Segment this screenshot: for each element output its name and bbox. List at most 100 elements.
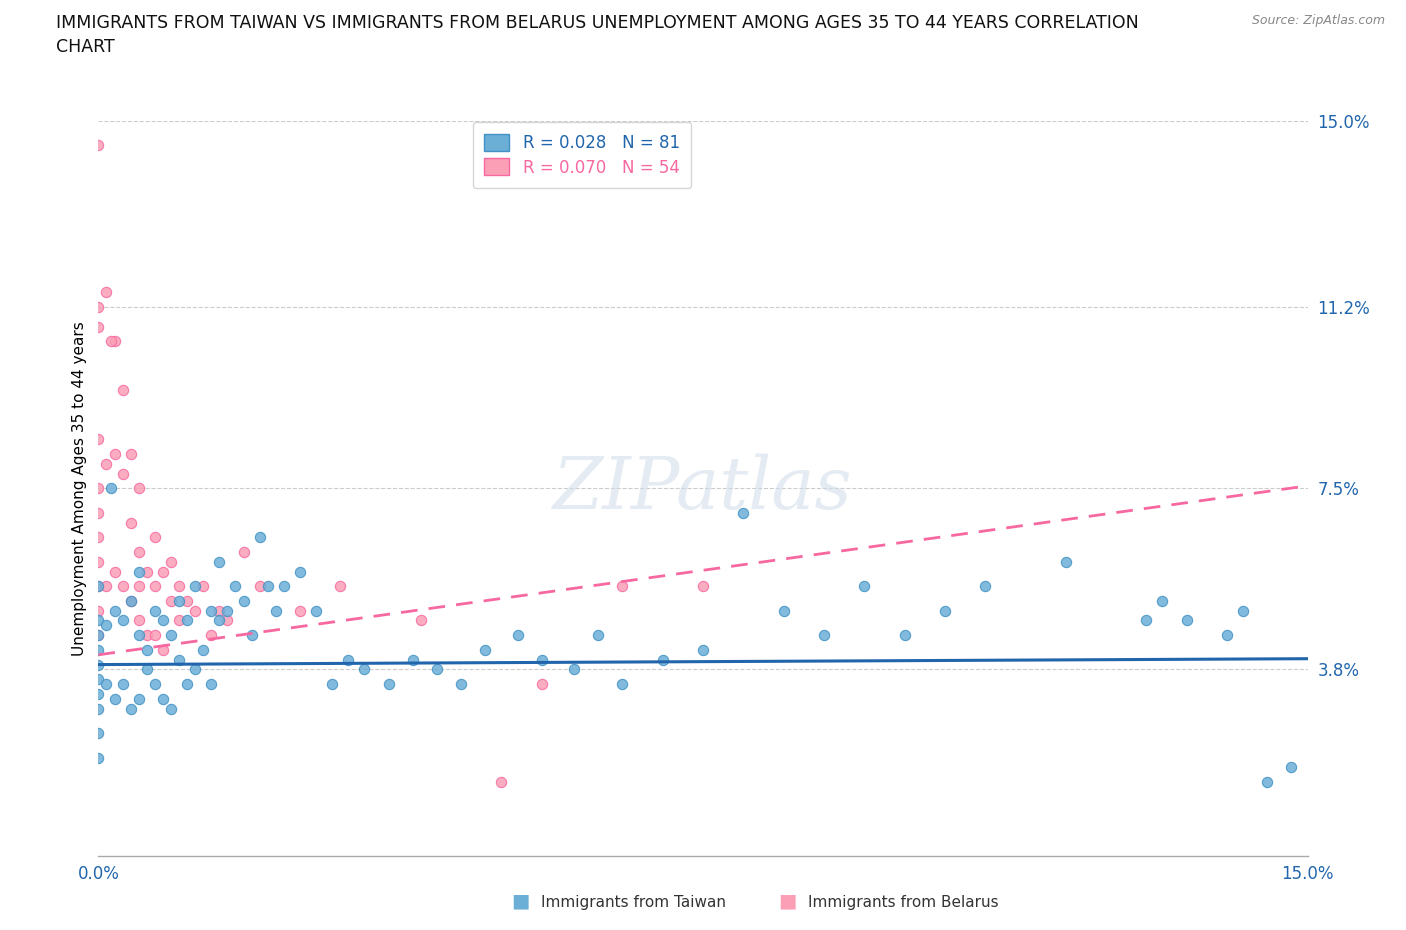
Point — [208, 613, 231, 628]
Point — [87, 628, 110, 643]
Text: IMMIGRANTS FROM TAIWAN VS IMMIGRANTS FROM BELARUS UNEMPLOYMENT AMONG AGES 35 TO : IMMIGRANTS FROM TAIWAN VS IMMIGRANTS FRO… — [56, 14, 1139, 56]
Point — [128, 544, 150, 559]
Point — [402, 652, 425, 667]
Point — [100, 334, 122, 349]
Point — [208, 554, 231, 569]
Point — [143, 578, 166, 593]
Point — [651, 652, 673, 667]
Point — [152, 613, 174, 628]
Point — [240, 628, 263, 643]
Point — [160, 701, 183, 716]
Point — [377, 677, 399, 692]
Point — [96, 677, 118, 692]
Point — [1135, 613, 1157, 628]
Point — [87, 138, 110, 153]
Point — [562, 662, 585, 677]
Point — [853, 578, 876, 593]
Point — [96, 457, 118, 472]
Point — [96, 285, 118, 299]
Point — [103, 604, 125, 618]
Point — [934, 604, 956, 618]
Point — [103, 334, 125, 349]
Point — [193, 578, 215, 593]
Point — [167, 652, 190, 667]
Point — [264, 604, 287, 618]
Point — [87, 751, 110, 765]
Point — [111, 613, 134, 628]
Point — [288, 565, 311, 579]
Point — [96, 618, 118, 632]
Point — [217, 604, 239, 618]
Point — [143, 628, 166, 643]
Point — [217, 613, 239, 628]
Point — [128, 565, 150, 579]
Point — [1281, 760, 1303, 775]
Point — [120, 446, 142, 461]
Point — [87, 432, 110, 446]
Point — [321, 677, 343, 692]
Point — [232, 544, 254, 559]
Point — [1232, 604, 1254, 618]
Point — [143, 677, 166, 692]
Point — [176, 677, 198, 692]
Point — [193, 643, 215, 658]
Point — [135, 565, 157, 579]
Point — [152, 691, 174, 706]
Point — [772, 604, 794, 618]
Point — [200, 628, 222, 643]
Point — [143, 604, 166, 618]
Point — [692, 643, 714, 658]
Text: Immigrants from Belarus: Immigrants from Belarus — [808, 895, 1000, 910]
Point — [1054, 554, 1077, 569]
Point — [100, 481, 122, 496]
Point — [111, 677, 134, 692]
Point — [143, 530, 166, 545]
Point — [249, 530, 271, 545]
Point — [184, 662, 207, 677]
Point — [128, 578, 150, 593]
Point — [612, 578, 634, 593]
Point — [87, 299, 110, 314]
Point — [176, 613, 198, 628]
Point — [491, 775, 513, 790]
Point — [135, 643, 157, 658]
Point — [160, 554, 183, 569]
Point — [152, 643, 174, 658]
Point — [167, 593, 190, 608]
Point — [87, 686, 110, 701]
Point — [87, 578, 110, 593]
Point — [103, 691, 125, 706]
Point — [256, 578, 278, 593]
Point — [224, 578, 246, 593]
Point — [586, 628, 609, 643]
Point — [87, 643, 110, 658]
Point — [612, 677, 634, 692]
Point — [184, 604, 207, 618]
Text: Immigrants from Taiwan: Immigrants from Taiwan — [541, 895, 727, 910]
Point — [273, 578, 295, 593]
Point — [87, 725, 110, 740]
Point — [474, 643, 496, 658]
Point — [337, 652, 360, 667]
Point — [692, 578, 714, 593]
Point — [974, 578, 997, 593]
Point — [160, 593, 183, 608]
Point — [353, 662, 375, 677]
Point — [128, 628, 150, 643]
Text: ■: ■ — [510, 892, 530, 910]
Point — [87, 505, 110, 520]
Point — [200, 604, 222, 618]
Point — [87, 554, 110, 569]
Point — [1216, 628, 1239, 643]
Point — [135, 662, 157, 677]
Point — [249, 578, 271, 593]
Point — [450, 677, 472, 692]
Point — [128, 613, 150, 628]
Point — [167, 578, 190, 593]
Point — [87, 628, 110, 643]
Point — [1175, 613, 1198, 628]
Text: Source: ZipAtlas.com: Source: ZipAtlas.com — [1251, 14, 1385, 27]
Point — [1256, 775, 1278, 790]
Point — [87, 578, 110, 593]
Point — [120, 593, 142, 608]
